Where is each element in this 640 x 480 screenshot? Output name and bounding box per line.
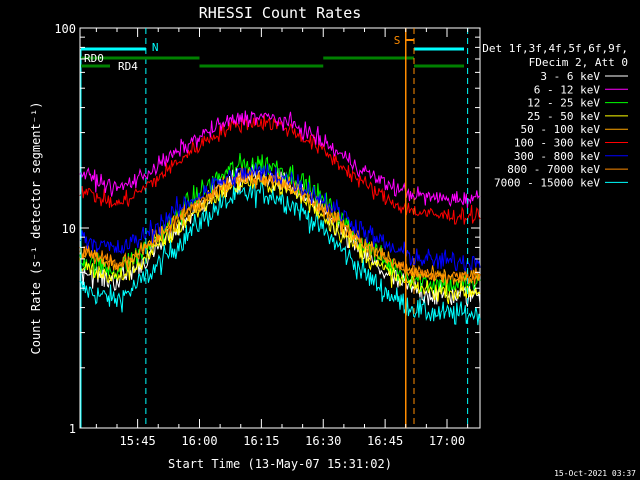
series-line-6 [79, 163, 481, 273]
legend-label-8: 7000 - 15000 keV [494, 176, 600, 189]
series-line-5 [79, 114, 481, 225]
legend-header-line-2: FDecim 2, Att 0 [529, 56, 628, 69]
x-tick-label: 17:00 [429, 434, 465, 448]
legend-label-6: 300 - 800 keV [514, 150, 600, 163]
x-axis-label: Start Time (13-May-07 15:31:02) [168, 457, 392, 471]
series-line-8 [79, 181, 481, 326]
saa-s-label: S [394, 34, 401, 47]
legend-label-1: 6 - 12 keV [534, 83, 601, 96]
series-line-1 [79, 110, 481, 209]
x-tick-label: 15:45 [120, 434, 156, 448]
legend-header-line-1: Det 1f,3f,4f,5f,6f,9f, [482, 42, 628, 55]
x-tick-label: 16:15 [243, 434, 279, 448]
legend-label-2: 12 - 25 keV [527, 97, 600, 110]
legend-label-0: 3 - 6 keV [540, 70, 600, 83]
rd0-label: RD0 [84, 52, 104, 65]
series-line-2 [79, 153, 481, 296]
x-tick-label: 16:30 [305, 434, 341, 448]
plot-frame [79, 27, 481, 429]
saa-n-label: N [152, 41, 159, 54]
y-tick-label: 100 [54, 22, 76, 36]
series-layer [79, 110, 481, 326]
y-tick-label: 1 [69, 422, 76, 436]
legend-label-7: 800 - 7000 keV [507, 163, 600, 176]
legend-label-5: 100 - 300 keV [514, 137, 600, 150]
series-line-3 [79, 169, 481, 305]
series-line-4 [79, 167, 481, 286]
series-line-0 [79, 164, 481, 307]
legend-label-4: 50 - 100 keV [521, 123, 601, 136]
legend-label-3: 25 - 50 keV [527, 110, 600, 123]
timestamp: 15-Oct-2021 03:37 [554, 469, 636, 478]
ticks-layer: 15:45 16:00 16:15 16:30 16:45 17:00 1 10 100 [54, 22, 480, 448]
y-tick-label: 10 [62, 222, 76, 236]
x-tick-label: 16:00 [181, 434, 217, 448]
chart-title: RHESSI Count Rates [199, 4, 362, 22]
rd4-label: RD4 [118, 60, 138, 73]
flags-layer: RD0 RD4 N S [80, 28, 469, 428]
x-tick-label: 16:45 [367, 434, 403, 448]
y-axis-label: Count Rate (s⁻¹ detector segment⁻¹) [29, 102, 43, 355]
